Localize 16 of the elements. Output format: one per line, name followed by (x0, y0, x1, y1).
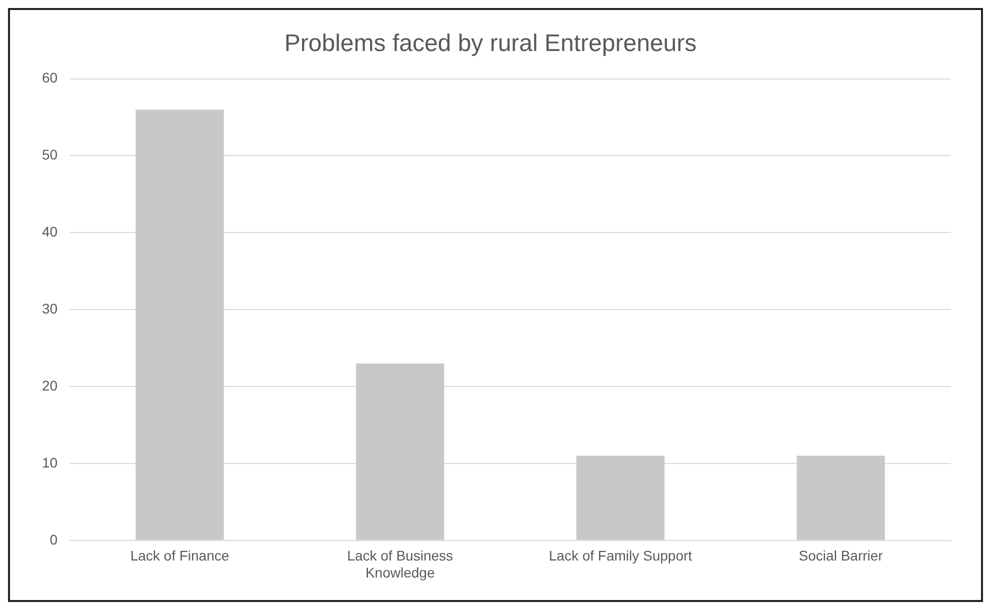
chart-title: Problems faced by rural Entrepreneurs (284, 30, 697, 58)
y-tick-label: 10 (42, 454, 58, 470)
bar (796, 456, 885, 540)
bar (136, 110, 224, 540)
y-tick-label: 30 (42, 300, 58, 316)
bar (356, 363, 444, 540)
y-tick-label: 0 (50, 531, 58, 548)
y-tick-label: 40 (42, 224, 58, 240)
x-tick-label: Lack of Family Support (548, 548, 692, 564)
bar (576, 456, 665, 540)
y-tick-label: 20 (42, 377, 58, 394)
x-tick-label: Lack of Finance (130, 548, 230, 564)
x-tick-label: Lack of Business Knowledge (347, 548, 454, 580)
x-tick-label: Social Barrier (798, 548, 884, 564)
y-tick-label: 60 (42, 70, 58, 86)
y-tick-label: 50 (42, 146, 58, 163)
